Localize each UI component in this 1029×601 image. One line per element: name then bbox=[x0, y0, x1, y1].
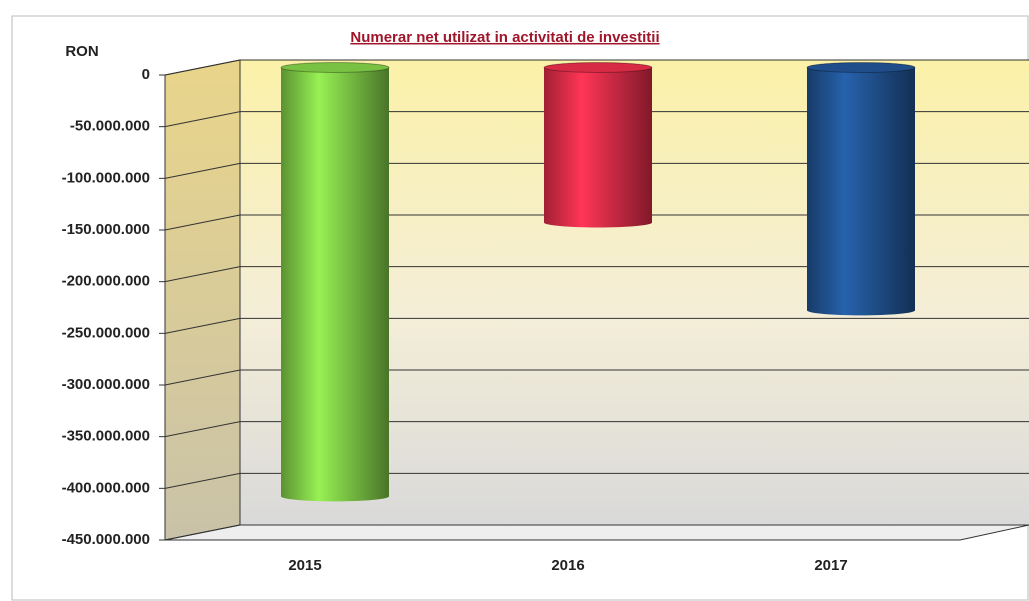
x-tick-label: 2017 bbox=[814, 557, 847, 574]
bar-cap bbox=[280, 62, 390, 73]
side-wall bbox=[164, 59, 241, 541]
y-tick-label: -50.000.000 bbox=[70, 118, 150, 135]
bar bbox=[807, 62, 915, 316]
grid-line-side bbox=[164, 266, 241, 283]
grid-line-side bbox=[164, 214, 241, 231]
grid-line-side bbox=[164, 59, 241, 76]
grid-line-side bbox=[164, 524, 241, 541]
grid-line-side bbox=[164, 317, 241, 334]
y-tick-label: -200.000.000 bbox=[62, 273, 150, 290]
x-tick-label: 2015 bbox=[288, 557, 321, 574]
bar-cap bbox=[806, 62, 916, 73]
grid-line-side bbox=[164, 421, 241, 438]
grid-line-side bbox=[164, 111, 241, 128]
bar-cap bbox=[543, 62, 653, 73]
bar bbox=[544, 62, 652, 228]
bar bbox=[281, 62, 389, 502]
floor bbox=[164, 524, 1029, 541]
y-tick-label: -300.000.000 bbox=[62, 376, 150, 393]
y-tick-label: -450.000.000 bbox=[62, 531, 150, 548]
grid-line-side bbox=[164, 472, 241, 489]
y-tick-label: -400.000.000 bbox=[62, 479, 150, 496]
y-tick-label: -350.000.000 bbox=[62, 428, 150, 445]
y-tick-label: -150.000.000 bbox=[62, 221, 150, 238]
grid-line-side bbox=[164, 162, 241, 179]
x-tick-label: 2016 bbox=[551, 557, 584, 574]
y-tick-label: -250.000.000 bbox=[62, 324, 150, 341]
grid-line-side bbox=[164, 369, 241, 386]
chart-title: Numerar net utilizat in activitati de in… bbox=[350, 29, 659, 46]
y-tick-label: 0 bbox=[142, 66, 150, 83]
y-axis-label: RON bbox=[65, 43, 98, 60]
y-tick-label: -100.000.000 bbox=[62, 169, 150, 186]
